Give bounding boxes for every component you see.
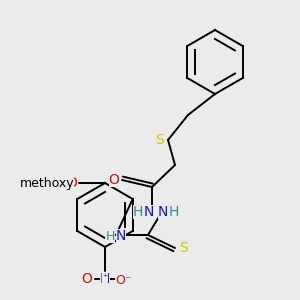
Text: O: O bbox=[109, 173, 119, 187]
Text: O⁻: O⁻ bbox=[115, 274, 131, 286]
Text: N: N bbox=[116, 229, 126, 243]
Text: N: N bbox=[100, 272, 110, 286]
Text: S: S bbox=[156, 133, 164, 147]
Text: N: N bbox=[144, 205, 154, 219]
Text: ⁺: ⁺ bbox=[102, 273, 108, 283]
Text: H: H bbox=[169, 205, 179, 219]
Text: H: H bbox=[105, 230, 115, 242]
Text: O: O bbox=[67, 176, 77, 190]
Text: N: N bbox=[158, 205, 168, 219]
Text: S: S bbox=[178, 241, 188, 255]
Text: H: H bbox=[133, 205, 143, 219]
Text: methoxy: methoxy bbox=[20, 176, 74, 190]
Text: O: O bbox=[82, 272, 92, 286]
